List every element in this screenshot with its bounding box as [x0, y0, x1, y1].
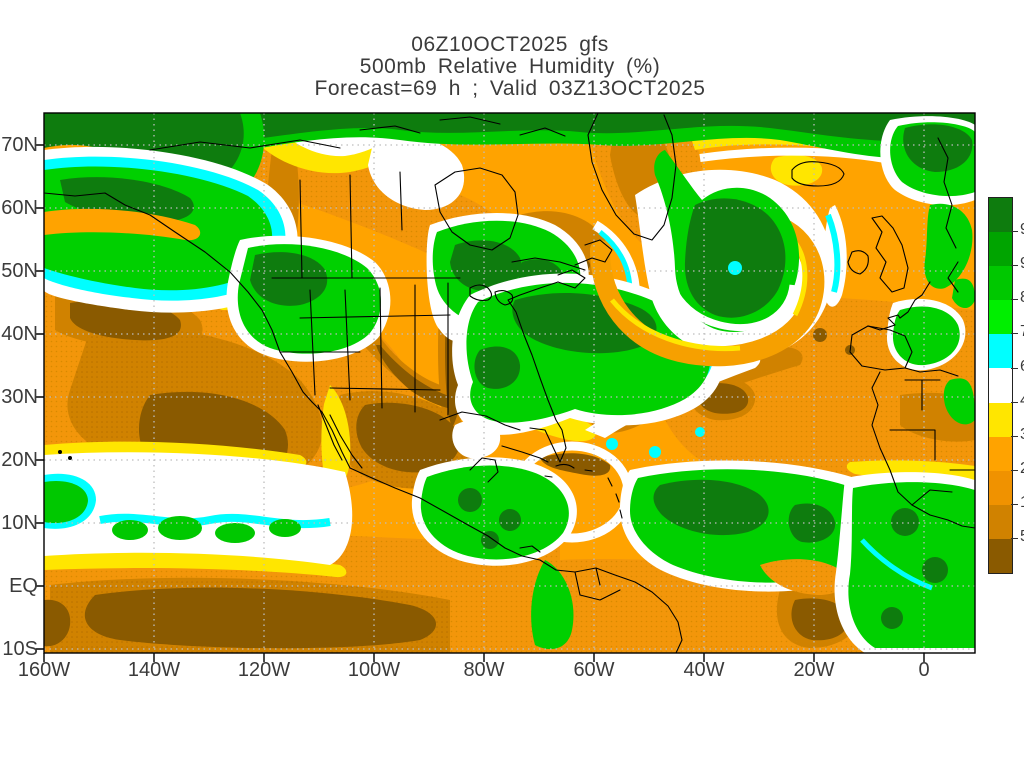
colorbar-tick — [1011, 402, 1018, 403]
colorbar-tick — [1011, 504, 1018, 505]
colorbar-segment-20-30 — [989, 436, 1012, 471]
colorbar-segment-lt5 — [989, 538, 1012, 574]
colorbar-segment-90-95 — [989, 232, 1012, 267]
colorbar-label-95: 95 — [1020, 221, 1024, 239]
lat-label-70n: 70N — [1, 134, 38, 156]
colorbar-segment-80-90 — [989, 266, 1012, 301]
colorbar-label-90: 90 — [1020, 255, 1024, 273]
title-model-run: 06Z10OCT2025 gfs — [411, 33, 609, 56]
colorbar-tick — [1011, 265, 1018, 266]
colorbar-segment-60-70 — [989, 334, 1012, 369]
colorbar-tick — [1011, 436, 1018, 437]
title-variable: 500mb Relative Humidity (%) — [359, 55, 661, 78]
lon-label-60w: 60W — [573, 659, 615, 681]
lon-label-140w: 140W — [127, 659, 181, 681]
colorbar-label-5: 5 — [1020, 528, 1024, 546]
colorbar-label-70: 70 — [1020, 323, 1024, 341]
lon-label-100w: 100W — [347, 659, 401, 681]
colorbar-label-30: 30 — [1020, 426, 1024, 444]
colorbar-label-60: 60 — [1020, 358, 1024, 376]
humidity-field-layer — [44, 113, 975, 653]
colorbar-tick — [1011, 299, 1018, 300]
lat-label-50n: 50N — [1, 260, 38, 282]
lat-label-10s: 10S — [2, 638, 38, 660]
colorbar-label-20: 20 — [1020, 460, 1024, 478]
lon-label-0: 0 — [918, 659, 930, 681]
lon-label-120w: 120W — [237, 659, 291, 681]
colorbar-label-80: 80 — [1020, 289, 1024, 307]
colorbar-tick — [1011, 538, 1018, 539]
lat-label-30n: 30N — [1, 386, 38, 408]
lon-label-20w: 20W — [793, 659, 835, 681]
colorbar-segment-10-20 — [989, 470, 1012, 505]
colorbar-tick — [1011, 231, 1018, 232]
colorbar-segment-40-60 — [989, 368, 1012, 403]
map-frame — [36, 112, 976, 662]
colorbar-tick — [1011, 333, 1018, 334]
lat-label-eq: EQ — [9, 575, 38, 597]
colorbar-tick — [1011, 470, 1018, 471]
colorbar-segment-5-10 — [989, 504, 1012, 539]
lat-label-10n: 10N — [1, 512, 38, 534]
lat-label-40n: 40N — [1, 323, 38, 345]
lat-label-20n: 20N — [1, 449, 38, 471]
coastline-layer — [44, 113, 975, 653]
colorbar-tick — [1011, 368, 1018, 369]
lon-label-80w: 80W — [463, 659, 505, 681]
lon-label-40w: 40W — [683, 659, 725, 681]
graticule — [44, 113, 975, 653]
colorbar-label-10: 10 — [1020, 494, 1024, 512]
title-valid-time: Forecast=69 h ; Valid 03Z13OCT2025 — [314, 77, 706, 100]
colorbar — [988, 197, 1013, 574]
colorbar-segment-30-40 — [989, 402, 1012, 437]
colorbar-label-40: 40 — [1020, 392, 1024, 410]
colorbar-segment-gt95 — [989, 198, 1012, 233]
lat-label-60n: 60N — [1, 197, 38, 219]
colorbar-segment-70-80 — [989, 300, 1012, 335]
lon-label-160w: 160W — [17, 659, 71, 681]
